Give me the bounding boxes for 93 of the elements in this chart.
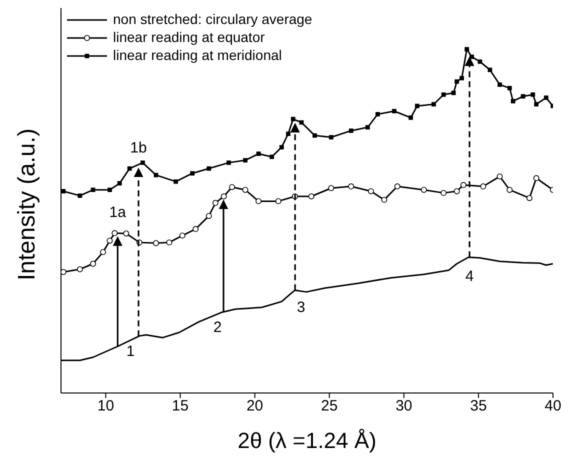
- point: [256, 152, 261, 156]
- point: [534, 102, 538, 106]
- legend-label: linear reading at equator: [112, 28, 266, 46]
- point: [90, 260, 96, 267]
- y-axis-title: Intensity (a.u.): [14, 128, 41, 280]
- point: [312, 133, 317, 138]
- point: [220, 193, 227, 200]
- point: [108, 188, 112, 192]
- annotation: 3: [296, 299, 306, 316]
- point: [392, 108, 396, 114]
- point: [275, 198, 282, 204]
- point: [441, 92, 446, 97]
- point: [190, 171, 195, 176]
- point: [375, 112, 380, 116]
- point: [420, 186, 427, 193]
- legend-label: non stretched: circulary average: [112, 10, 312, 28]
- point: [348, 128, 354, 133]
- point: [154, 172, 158, 178]
- annotation: 1b: [130, 140, 147, 157]
- point: [498, 82, 502, 87]
- point: [544, 96, 548, 100]
- point: [61, 189, 66, 194]
- point: [308, 193, 314, 200]
- point: [140, 160, 145, 165]
- x-tick-label: 20: [246, 398, 264, 415]
- point: [530, 92, 536, 97]
- annotation: 1a: [109, 204, 127, 222]
- x-tick-label: 35: [470, 398, 487, 415]
- annotation: 2: [213, 318, 222, 336]
- x-tick-label: 10: [97, 398, 114, 415]
- point: [270, 154, 274, 160]
- point: [229, 184, 236, 190]
- point: [533, 175, 540, 182]
- annotation: 4: [465, 268, 474, 286]
- point: [432, 102, 436, 106]
- point: [127, 166, 132, 171]
- point: [451, 90, 456, 96]
- point: [174, 179, 178, 184]
- point: [206, 166, 212, 171]
- point: [496, 173, 503, 180]
- point: [123, 230, 130, 236]
- point: [290, 116, 296, 122]
- point: [478, 59, 482, 64]
- point: [460, 76, 464, 80]
- point: [480, 183, 486, 190]
- point: [510, 98, 516, 104]
- point: [506, 186, 513, 193]
- point: [286, 132, 290, 136]
- x-tick-label: 40: [544, 398, 562, 415]
- point: [76, 266, 83, 272]
- legend-label: linear reading at meridional: [112, 46, 283, 64]
- point: [460, 182, 466, 188]
- annotation: 1: [126, 342, 135, 360]
- point: [526, 195, 532, 202]
- point: [454, 188, 460, 194]
- point: [106, 238, 113, 244]
- point: [166, 239, 172, 246]
- point: [520, 94, 526, 99]
- point: [507, 86, 512, 90]
- point: [279, 145, 284, 150]
- point: [112, 230, 118, 236]
- point: [243, 158, 248, 162]
- point: [152, 240, 159, 246]
- point: [470, 54, 474, 60]
- point: [440, 190, 447, 196]
- point: [212, 200, 218, 206]
- point: [226, 160, 231, 165]
- point: [179, 232, 186, 239]
- point: [394, 183, 400, 190]
- point: [242, 186, 248, 193]
- point: [368, 188, 374, 194]
- point: [348, 183, 354, 190]
- point: [414, 104, 420, 108]
- point: [117, 181, 122, 186]
- point: [365, 125, 370, 130]
- x-axis-title: 2θ (λ =1.24 Å): [238, 428, 376, 453]
- point: [454, 79, 460, 84]
- point: [408, 115, 413, 120]
- point: [206, 212, 212, 219]
- point: [381, 196, 388, 203]
- point: [90, 188, 96, 192]
- point: [100, 249, 106, 256]
- point: [256, 198, 262, 204]
- point: [61, 269, 66, 275]
- point: [464, 47, 470, 52]
- point: [488, 68, 492, 72]
- x-tick-label: 25: [321, 398, 338, 415]
- point: [78, 193, 82, 198]
- x-tick-label: 30: [396, 398, 412, 415]
- x-tick-label: 15: [172, 398, 189, 415]
- point: [192, 226, 199, 232]
- point: [328, 185, 334, 192]
- point: [328, 135, 334, 140]
